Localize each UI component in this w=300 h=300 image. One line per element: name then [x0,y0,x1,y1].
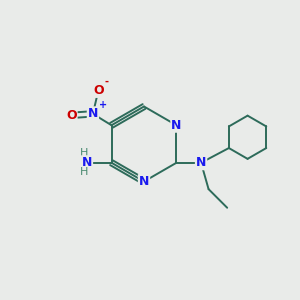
Text: N: N [88,107,98,120]
Text: O: O [93,84,104,97]
Text: N: N [139,175,149,188]
Text: H: H [80,148,88,158]
Text: O: O [66,109,76,122]
Text: N: N [82,156,92,169]
Text: H: H [80,167,88,177]
Text: -: - [105,77,109,87]
Text: N: N [171,119,182,132]
Text: +: + [99,100,107,110]
Text: N: N [196,156,206,169]
